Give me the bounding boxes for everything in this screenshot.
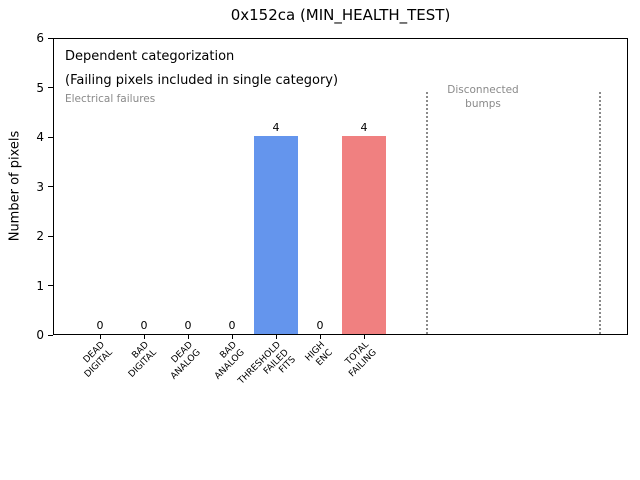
x-tick-mark: [231, 335, 233, 339]
y-tick-label: 1: [36, 278, 44, 293]
y-tick-label: 5: [36, 80, 44, 95]
bar-value-label: 0: [316, 319, 324, 332]
x-tick-mark: [187, 335, 189, 339]
y-tick-mark: [48, 186, 53, 187]
plot-area: Dependent categorization (Failing pixels…: [53, 38, 628, 335]
y-tick-mark: [48, 285, 53, 286]
x-tick-mark: [99, 335, 101, 339]
x-tick-mark: [363, 335, 365, 339]
separator-dotted-line: [599, 92, 602, 334]
chart-title: 0x152ca (MIN_HEALTH_TEST): [230, 6, 451, 24]
bar-value-label: 0: [96, 319, 104, 332]
bar-value-label: 4: [360, 121, 368, 134]
bar: [254, 136, 298, 334]
annotation-line-1: Dependent categorization: [65, 49, 235, 64]
x-tick-mark: [319, 335, 321, 339]
y-tick-label: 0: [36, 328, 44, 342]
x-tick-mark: [143, 335, 145, 339]
y-tick-label: 6: [36, 31, 44, 45]
bar: [342, 136, 386, 334]
y-tick-label: 2: [36, 229, 44, 243]
y-tick-mark: [48, 87, 53, 88]
x-tick-mark: [275, 335, 277, 339]
y-tick-label: 3: [36, 179, 44, 194]
region-label-electrical-failures: Electrical failures: [65, 93, 156, 105]
bar-value-label: 0: [140, 319, 148, 332]
y-tick-mark: [48, 136, 53, 138]
y-tick-mark: [48, 334, 53, 336]
y-tick-label: 4: [36, 130, 44, 144]
bar-value-label: 4: [272, 121, 280, 134]
y-tick-mark: [48, 37, 53, 39]
y-tick-mark: [48, 235, 53, 237]
region-label-disconnected-bumps: Disconnected bumps: [447, 84, 519, 110]
bar-value-label: 0: [184, 319, 192, 332]
annotation-line-2: (Failing pixels included in single categ…: [65, 73, 339, 88]
bar-value-label: 0: [228, 319, 236, 332]
separator-dotted-line: [426, 92, 429, 334]
annotation-dependent-categorization: Dependent categorization (Failing pixels…: [65, 45, 338, 93]
